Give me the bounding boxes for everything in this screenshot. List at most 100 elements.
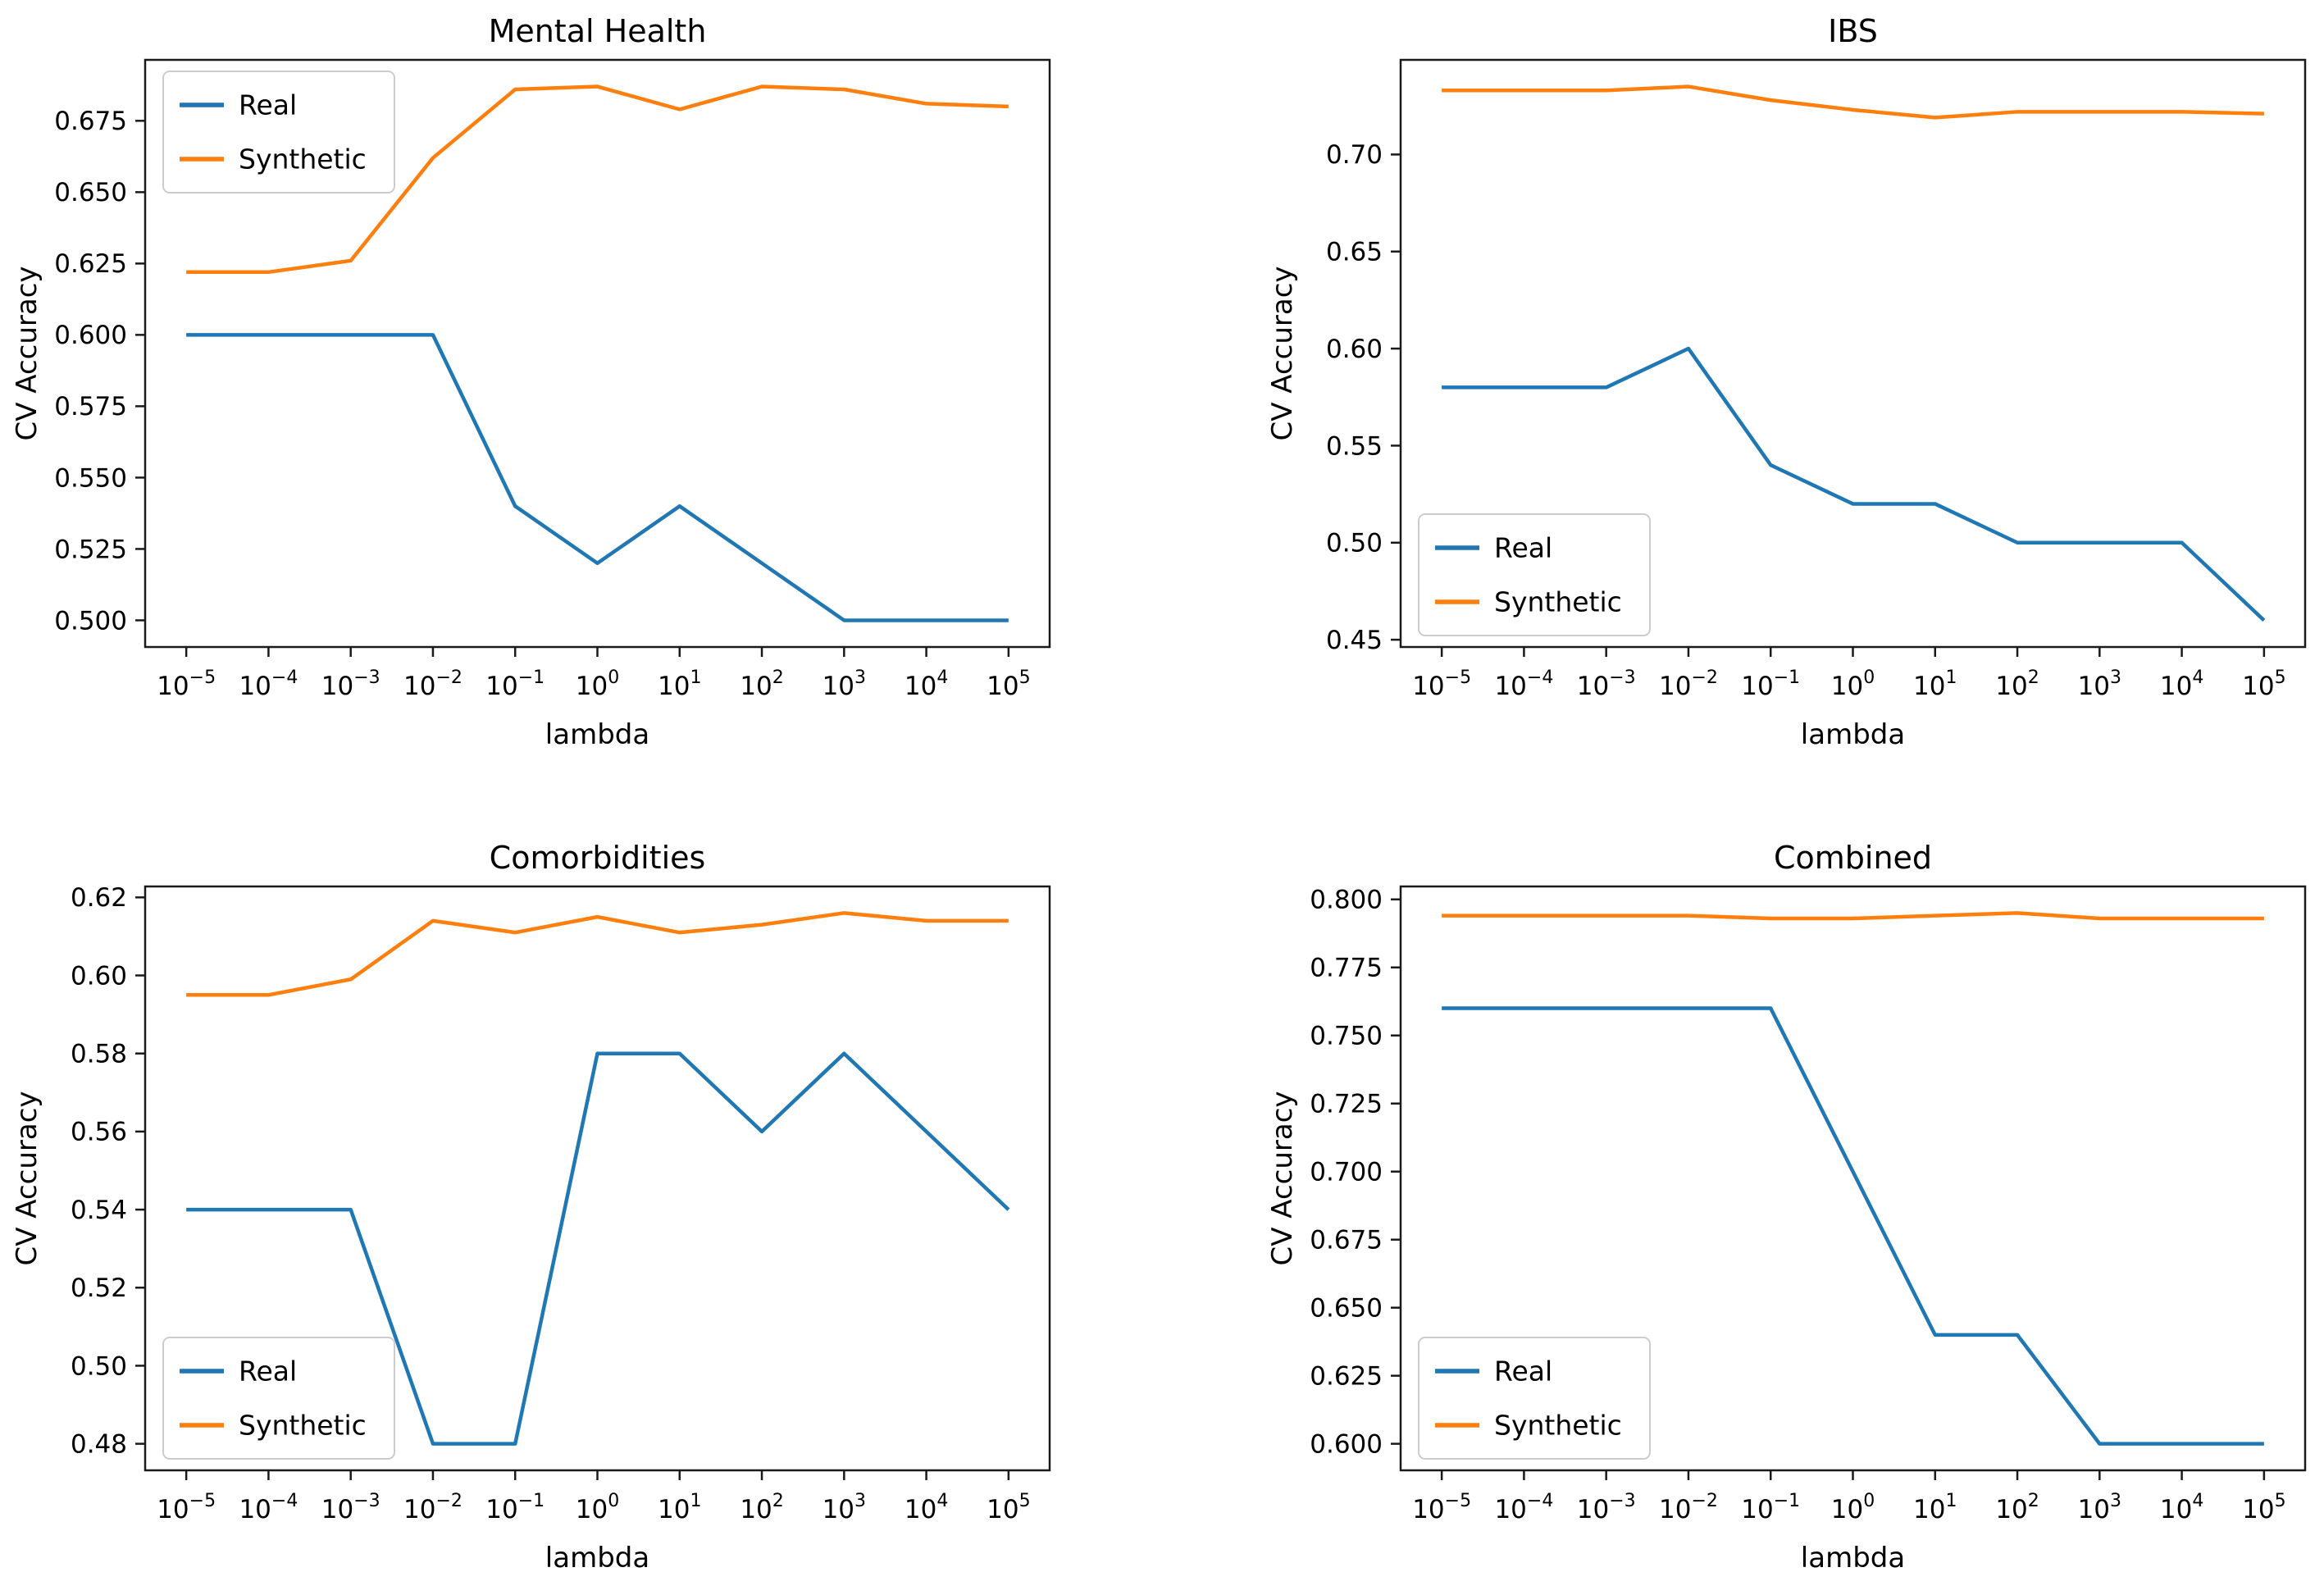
y-tick-label: 0.525: [54, 535, 127, 564]
x-axis-label: lambda: [1801, 1542, 1905, 1572]
y-tick-label: 0.45: [1326, 626, 1383, 655]
legend-label-real: Real: [1494, 532, 1552, 564]
x-axis-label: lambda: [1801, 718, 1905, 751]
y-axis-label: CV Accuracy: [1266, 1091, 1299, 1265]
chart-combined: Combined 0.600 0.625 0.650 0.675 0.700 0.725 0.…: [1266, 840, 2307, 1572]
series-line-synthetic: [186, 84, 1009, 275]
chart-mental-health: Mental Health 0.500 0.525 0.550 0.575 0.600 0.…: [11, 13, 1051, 751]
x-tick-label: 102: [1995, 668, 2039, 701]
y-tick-label: 0.625: [1310, 1362, 1383, 1392]
y-axis-label: CV Accuracy: [11, 1091, 43, 1265]
x-tick-label: 100: [576, 668, 619, 701]
chart-title: Mental Health: [489, 13, 707, 49]
legend-box: [162, 1337, 395, 1460]
x-tick-label: 10−3: [1577, 668, 1636, 701]
x-tick-label: 10−4: [1494, 1491, 1553, 1524]
chart-title: Combined: [1774, 840, 1932, 876]
x-tick-label: 100: [1831, 1491, 1875, 1524]
y-tick-label: 0.56: [71, 1118, 127, 1147]
legend-box: [1418, 1337, 1651, 1460]
x-tick-label: 10−2: [1659, 668, 1718, 701]
y-tick-label: 0.65: [1326, 238, 1383, 267]
legend-label-real: Real: [239, 1356, 297, 1387]
legend-label-synthetic: Synthetic: [239, 1410, 367, 1442]
x-tick-label: 103: [2078, 1491, 2121, 1524]
x-tick-label: 103: [2078, 668, 2121, 701]
series-line-synthetic: [186, 911, 1009, 997]
x-tick-label: 104: [2160, 1491, 2203, 1524]
x-tick-label: 105: [987, 1491, 1030, 1524]
x-tick-label: 10−5: [1412, 1491, 1471, 1524]
chart-ibs: IBS 0.45 0.50 0.55 0.60 0.65 0.70 10−5 10−4 10−3 1…: [1266, 13, 2307, 751]
y-tick-label: 0.625: [54, 249, 127, 279]
chart-comorbidities: Comorbidities 0.48 0.50 0.52 0.54 0.56 0.58 0.6…: [11, 840, 1051, 1572]
series-line-real: [186, 1051, 1010, 1446]
legend-label-synthetic: Synthetic: [239, 144, 367, 175]
series-line-real: [1442, 346, 2266, 622]
y-tick-label: 0.60: [71, 961, 127, 991]
x-axis-label: lambda: [545, 718, 649, 751]
x-tick-label: 104: [905, 668, 948, 701]
y-tick-label: 0.62: [71, 883, 127, 913]
x-tick-label: 10−3: [321, 668, 380, 701]
x-tick-label: 10−3: [321, 1491, 380, 1524]
x-tick-label: 10−5: [1412, 668, 1471, 701]
y-tick-label: 0.70: [1326, 140, 1383, 170]
y-tick-label: 0.50: [1326, 529, 1383, 558]
legend-label-real: Real: [1494, 1356, 1552, 1387]
x-tick-label: 10−2: [1659, 1491, 1718, 1524]
x-tick-label: 104: [905, 1491, 948, 1524]
series-line-real: [186, 333, 1009, 622]
x-tick-label: 10−4: [239, 668, 298, 701]
legend: Real Synthetic: [162, 71, 395, 194]
y-tick-label: 0.58: [71, 1040, 127, 1069]
y-tick-label: 0.50: [71, 1351, 127, 1381]
y-tick-label: 0.650: [54, 178, 127, 207]
y-tick-label: 0.550: [54, 463, 127, 493]
y-tick-label: 0.600: [54, 321, 127, 350]
x-tick-label: 10−2: [403, 1491, 463, 1524]
y-tick-label: 0.675: [1310, 1226, 1383, 1255]
legend-label-synthetic: Synthetic: [1494, 586, 1622, 618]
y-tick-label: 0.700: [1310, 1158, 1383, 1187]
x-tick-label: 102: [740, 668, 783, 701]
x-tick-label: 10−1: [1741, 668, 1800, 701]
x-tick-label: 10−5: [157, 668, 216, 701]
y-tick-label: 0.750: [1310, 1022, 1383, 1051]
y-tick-label: 0.800: [1310, 886, 1383, 915]
y-tick-label: 0.500: [54, 606, 127, 636]
x-tick-label: 101: [1913, 668, 1957, 701]
y-tick-label: 0.54: [71, 1196, 127, 1225]
series-line-synthetic: [1442, 911, 2264, 921]
series-line-synthetic: [1442, 84, 2264, 120]
y-tick-label: 0.725: [1310, 1090, 1383, 1119]
x-tick-label: 10−4: [239, 1491, 298, 1524]
series-line-real: [1442, 1006, 2264, 1446]
legend: Real Synthetic: [1418, 513, 1651, 636]
legend-box: [1418, 513, 1651, 636]
x-tick-label: 10−1: [485, 1491, 545, 1524]
y-tick-label: 0.775: [1310, 954, 1383, 983]
x-tick-label: 10−4: [1494, 668, 1553, 701]
y-tick-label: 0.60: [1326, 335, 1383, 364]
x-axis-label: lambda: [545, 1542, 649, 1572]
y-tick-label: 0.52: [71, 1274, 127, 1303]
x-tick-label: 105: [2242, 668, 2285, 701]
y-tick-label: 0.600: [1310, 1429, 1383, 1459]
x-tick-label: 103: [823, 1491, 866, 1524]
x-tick-label: 102: [1995, 1491, 2039, 1524]
x-tick-label: 101: [658, 1491, 701, 1524]
y-tick-label: 0.55: [1326, 431, 1383, 461]
chart-title: Comorbidities: [490, 840, 706, 876]
y-axis-label: CV Accuracy: [11, 266, 43, 440]
y-tick-label: 0.575: [54, 392, 127, 421]
legend-box: [162, 71, 395, 194]
x-tick-label: 10−1: [1741, 1491, 1800, 1524]
x-tick-label: 105: [2242, 1491, 2285, 1524]
y-tick-label: 0.675: [54, 107, 127, 136]
x-tick-label: 100: [1831, 668, 1875, 701]
legend: Real Synthetic: [1418, 1337, 1651, 1460]
x-tick-label: 10−5: [157, 1491, 216, 1524]
y-tick-label: 0.48: [71, 1429, 127, 1459]
